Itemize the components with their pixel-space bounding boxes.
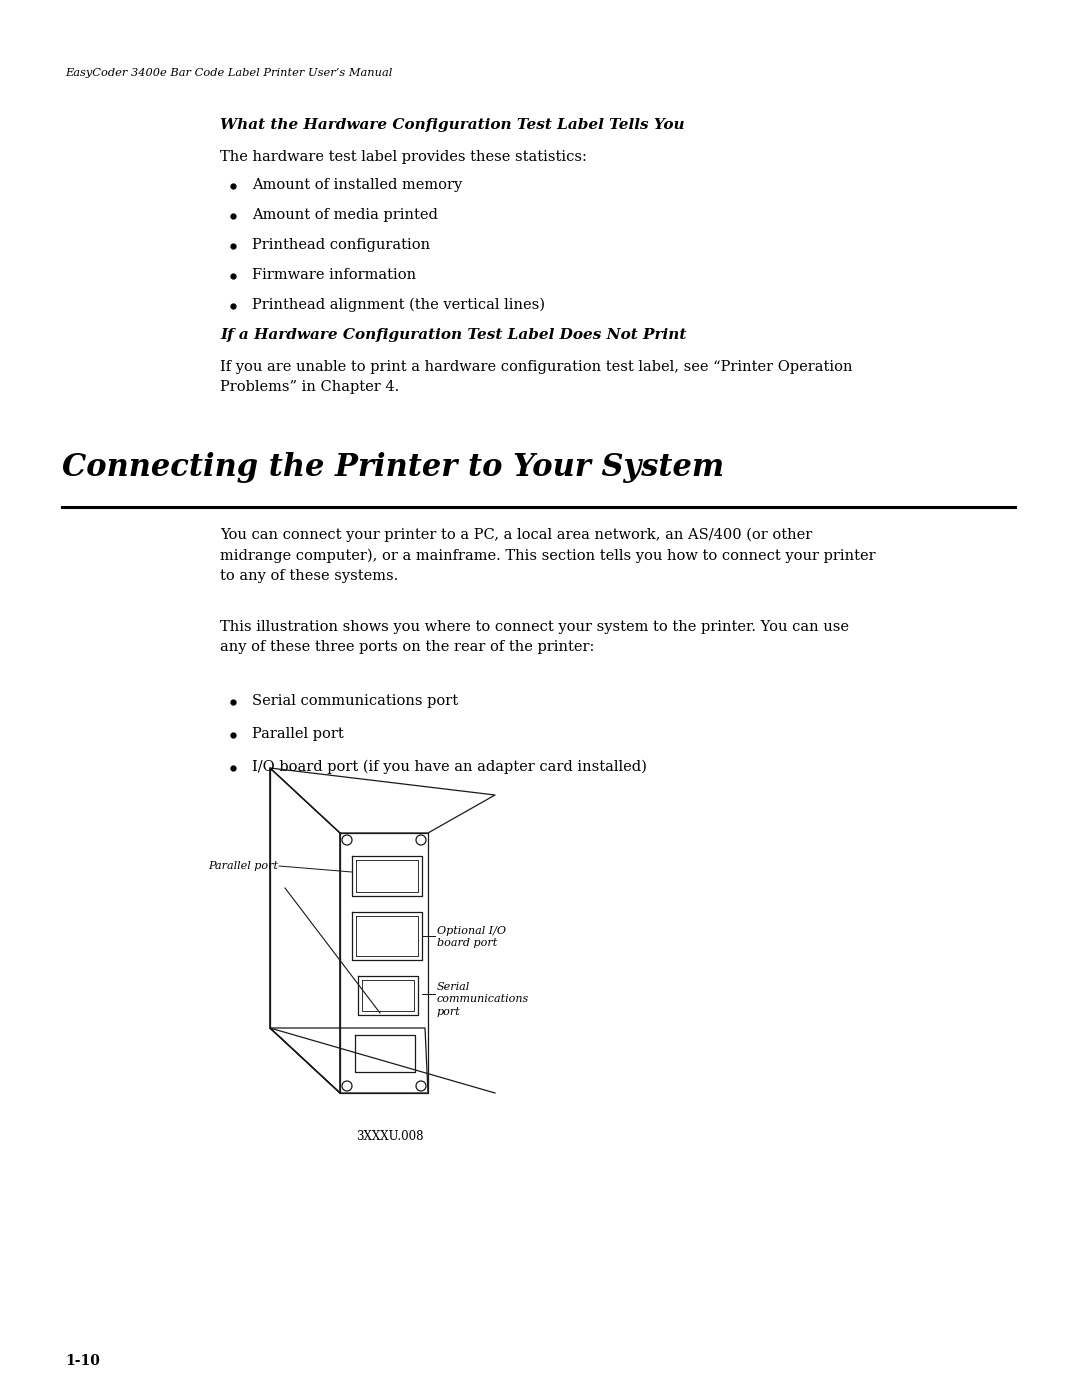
Text: Amount of installed memory: Amount of installed memory (252, 177, 462, 191)
Text: This illustration shows you where to connect your system to the printer. You can: This illustration shows you where to con… (220, 620, 849, 654)
Text: What the Hardware Configuration Test Label Tells You: What the Hardware Configuration Test Lab… (220, 117, 685, 131)
Text: Printhead configuration: Printhead configuration (252, 237, 430, 251)
Text: If a Hardware Configuration Test Label Does Not Print: If a Hardware Configuration Test Label D… (220, 328, 687, 342)
Text: Firmware information: Firmware information (252, 268, 416, 282)
Text: Optional I/O
board port: Optional I/O board port (437, 926, 507, 949)
Text: Amount of media printed: Amount of media printed (252, 208, 437, 222)
Text: I/O board port (if you have an adapter card installed): I/O board port (if you have an adapter c… (252, 760, 647, 774)
Text: Serial
communications
port: Serial communications port (437, 982, 529, 1017)
Text: Parallel port: Parallel port (208, 861, 278, 870)
Text: You can connect your printer to a PC, a local area network, an AS/400 (or other
: You can connect your printer to a PC, a … (220, 528, 876, 583)
Text: EasyCoder 3400e Bar Code Label Printer User’s Manual: EasyCoder 3400e Bar Code Label Printer U… (65, 68, 392, 78)
Text: Serial communications port: Serial communications port (252, 694, 458, 708)
Text: The hardware test label provides these statistics:: The hardware test label provides these s… (220, 149, 586, 163)
Text: Connecting the Printer to Your System: Connecting the Printer to Your System (62, 453, 724, 483)
Text: Printhead alignment (the vertical lines): Printhead alignment (the vertical lines) (252, 298, 545, 313)
Text: Parallel port: Parallel port (252, 726, 343, 740)
Text: 3XXXU.008: 3XXXU.008 (356, 1130, 423, 1143)
Text: 1-10: 1-10 (65, 1354, 99, 1368)
Text: If you are unable to print a hardware configuration test label, see “Printer Ope: If you are unable to print a hardware co… (220, 360, 852, 394)
